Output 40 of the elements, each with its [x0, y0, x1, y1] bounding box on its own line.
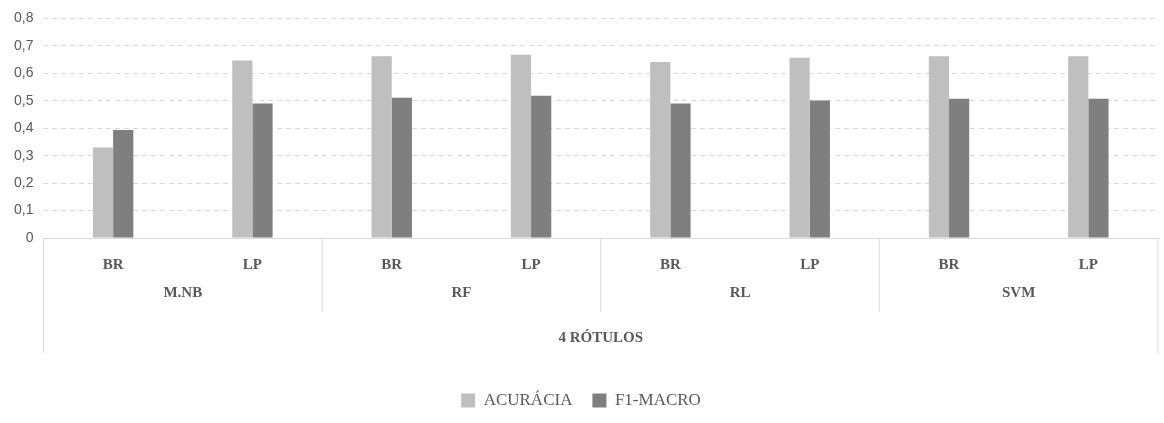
text: 4 RÓTULOS [558, 328, 644, 345]
y-tick-label: 0,1 [13, 201, 34, 218]
x-tick-label: LP [800, 255, 820, 272]
bar [391, 97, 412, 238]
text: RL [729, 283, 751, 300]
bar [1068, 56, 1089, 238]
bar [928, 56, 950, 238]
x-tick-label: BR [938, 255, 960, 272]
legend-label: ACURÁCIA [483, 389, 574, 409]
y-tick-label: 0,5 [13, 91, 34, 108]
bar [371, 56, 392, 238]
x-tick-label: BR [102, 255, 124, 272]
bar [232, 60, 253, 238]
bar [510, 54, 532, 238]
y-tick-label: 0,6 [13, 64, 34, 81]
y-tick-label: 0,3 [13, 146, 34, 163]
y-tick-label: 0,8 [13, 9, 34, 26]
bar [531, 95, 552, 238]
text: SVM [1002, 283, 1036, 300]
bar [252, 103, 273, 238]
legend-label: F1-MACRO [614, 389, 701, 409]
x-tick-label: LP [1078, 255, 1098, 272]
bar [113, 130, 134, 238]
y-tick-label: 0,4 [13, 119, 34, 136]
bar [92, 147, 114, 238]
x-tick-label: BR [381, 255, 403, 272]
y-tick-label: 0 [25, 228, 34, 245]
y-tick-label: 0,2 [13, 173, 34, 190]
y-tick-label: 0,7 [13, 36, 34, 53]
text: RF [451, 283, 472, 300]
x-tick-label: LP [242, 255, 263, 272]
bar [809, 100, 830, 238]
bar [789, 57, 810, 238]
bar [949, 98, 970, 238]
bar [1088, 98, 1109, 238]
text: M.NB [163, 283, 203, 300]
x-tick-label: LP [521, 255, 541, 272]
bar [650, 62, 671, 238]
bar [670, 103, 691, 238]
x-tick-label: BR [659, 255, 681, 272]
